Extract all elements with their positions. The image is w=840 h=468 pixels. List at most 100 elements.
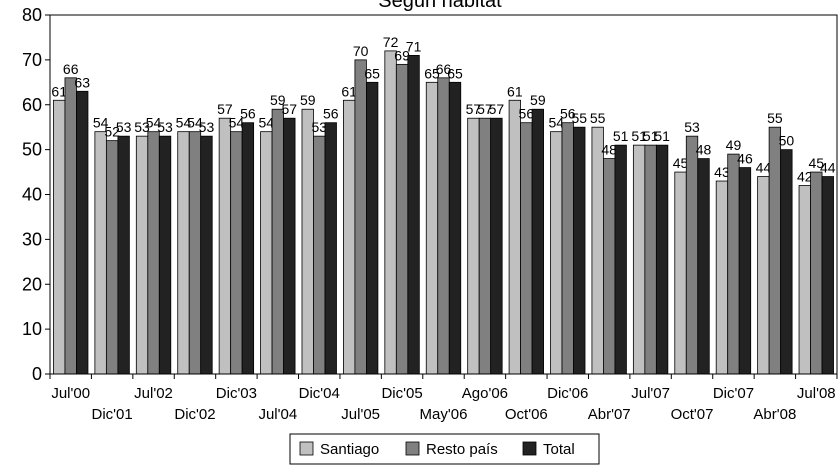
data-label: 59: [270, 92, 286, 108]
data-label: 53: [134, 119, 150, 135]
bar-santiago: [94, 131, 107, 375]
data-label: 54: [93, 115, 109, 131]
bar-santiago: [591, 126, 604, 375]
legend-box: [289, 433, 600, 465]
data-label: 56: [240, 106, 256, 122]
x-tick-label: Abr'08: [753, 406, 796, 423]
x-tick-label: Dic'05: [381, 385, 422, 402]
data-label: 55: [767, 110, 783, 126]
data-label: 59: [530, 92, 546, 108]
data-label: 54: [259, 115, 275, 131]
bar-resto-pa-s: [271, 108, 284, 375]
data-label: 71: [406, 38, 422, 54]
bar-resto-pa-s: [230, 131, 243, 375]
bar-santiago: [715, 180, 729, 375]
y-tick-label: 80: [22, 5, 42, 25]
bar-santiago: [674, 171, 687, 375]
data-label: 65: [424, 65, 440, 81]
data-label: 45: [809, 155, 825, 171]
data-label: 49: [726, 137, 742, 153]
data-label: 42: [797, 169, 813, 185]
data-label: 54: [229, 115, 245, 131]
x-tick-label: Oct'07: [671, 406, 714, 423]
x-tick-label: Jul'08: [797, 385, 836, 402]
bar-total: [200, 135, 213, 375]
x-tick-label: Dic'04: [299, 385, 340, 402]
x-tick-label: Dic'07: [713, 385, 754, 402]
x-tick-label: Abr'07: [588, 406, 631, 423]
bar-resto-pa-s: [727, 153, 740, 375]
legend-swatch: [522, 441, 537, 456]
bar-santiago: [798, 185, 811, 375]
bar-resto-pa-s: [437, 77, 450, 375]
x-tick-label: Ago'06: [462, 385, 508, 402]
data-label: 56: [323, 106, 339, 122]
data-label: 61: [507, 83, 523, 99]
bar-resto-pa-s: [810, 171, 823, 375]
y-tick-label: 50: [22, 140, 42, 160]
x-tick-label: Jul'05: [341, 406, 380, 423]
data-label: 46: [737, 151, 753, 167]
x-tick-label: Oct'06: [505, 406, 548, 423]
bar-santiago: [218, 117, 232, 375]
bar-santiago: [53, 99, 66, 375]
bar-santiago: [384, 50, 397, 375]
data-label: 51: [613, 128, 629, 144]
bar-total: [490, 117, 503, 375]
bar-total: [573, 126, 586, 375]
bar-resto-pa-s: [768, 126, 782, 375]
bar-resto-pa-s: [354, 59, 367, 375]
bar-total: [697, 158, 710, 375]
bar-total: [407, 54, 420, 375]
data-label: 55: [571, 110, 587, 126]
x-tick-label: Dic'03: [216, 385, 257, 402]
x-tick-label: Dic'01: [92, 406, 133, 423]
data-label: 65: [364, 65, 380, 81]
data-label: 52: [104, 124, 120, 140]
bar-santiago: [301, 108, 314, 375]
data-label: 54: [548, 115, 564, 131]
legend-swatch: [405, 441, 420, 456]
chart-title: Según hábitat: [378, 0, 502, 12]
data-label: 54: [176, 115, 192, 131]
data-label: 70: [353, 43, 369, 59]
bar-resto-pa-s: [147, 131, 160, 375]
bar-total: [448, 81, 462, 375]
data-label: 53: [311, 119, 327, 135]
bar-total: [780, 149, 793, 375]
bar-total: [655, 144, 669, 375]
bar-total: [614, 144, 627, 375]
data-label: 43: [714, 164, 730, 180]
bar-resto-pa-s: [395, 63, 409, 375]
plot-frame: [49, 14, 838, 375]
y-tick-label: 10: [22, 319, 42, 339]
bar-total: [324, 122, 337, 375]
y-tick-label: 70: [22, 50, 42, 70]
bar-santiago: [343, 99, 356, 375]
bar-resto-pa-s: [603, 158, 616, 375]
bar-resto-pa-s: [64, 77, 77, 375]
bar-santiago: [177, 131, 190, 375]
bar-santiago: [467, 117, 480, 375]
x-tick-label: Dic'02: [174, 406, 215, 423]
data-label: 66: [436, 61, 452, 77]
bar-resto-pa-s: [188, 131, 202, 375]
bar-santiago: [260, 131, 273, 375]
legend-label: Total: [543, 441, 575, 458]
bar-total: [241, 122, 255, 375]
bar-santiago: [135, 135, 149, 375]
x-tick-label: Jul'00: [51, 385, 90, 402]
data-label: 45: [673, 155, 689, 171]
legend-label: Resto país: [426, 441, 498, 458]
x-tick-label: Jul'04: [258, 406, 297, 423]
y-tick-label: 60: [22, 95, 42, 115]
data-label: 57: [282, 101, 298, 117]
data-label: 55: [590, 110, 606, 126]
data-label: 66: [63, 61, 79, 77]
data-label: 57: [217, 101, 233, 117]
data-label: 51: [654, 128, 670, 144]
bar-total: [158, 135, 172, 375]
bar-total: [117, 135, 130, 375]
